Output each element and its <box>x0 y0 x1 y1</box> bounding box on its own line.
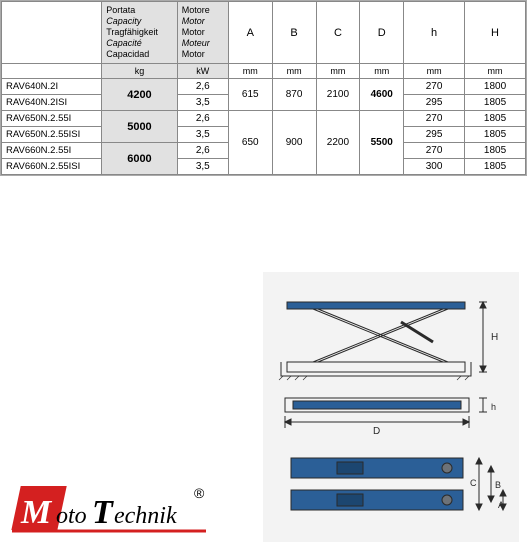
col-D: D <box>360 2 404 64</box>
col-H: H <box>465 2 526 64</box>
motor-5: 3,5 <box>177 159 228 175</box>
h-4: 270 <box>404 143 465 159</box>
unit-mm-C: mm <box>316 64 360 79</box>
B-5500: 900 <box>272 111 316 175</box>
logo-icon: M oto T echnik ® <box>6 480 218 538</box>
dim-h-label: h <box>491 402 496 412</box>
motor-2: 2,6 <box>177 111 228 127</box>
hdr-mot-0: Motore <box>182 5 210 15</box>
motor-0: 2,6 <box>177 79 228 95</box>
spec-table-container: Portata Capacity Tragfähigkeit Capacité … <box>0 0 527 176</box>
H-2: 1805 <box>465 111 526 127</box>
col-A: A <box>228 2 272 64</box>
lift-diagram-icon: H D h <box>273 284 509 530</box>
unit-mm-A: mm <box>228 64 272 79</box>
spec-table: Portata Capacity Tragfähigkeit Capacité … <box>1 1 526 175</box>
model-0: RAV640N.2I <box>2 79 102 95</box>
motor-1: 3,5 <box>177 95 228 111</box>
cap-5000: 5000 <box>102 111 178 143</box>
hdr-mot-3: Moteur <box>182 38 210 48</box>
H-4: 1805 <box>465 143 526 159</box>
cap-6000: 6000 <box>102 143 178 175</box>
logo-echnik: echnik <box>114 503 177 529</box>
cap-4200: 4200 <box>102 79 178 111</box>
mototechnik-logo: M oto T echnik ® <box>6 480 218 538</box>
col-C: C <box>316 2 360 64</box>
model-4: RAV660N.2.55I <box>2 143 102 159</box>
units-row: kg kW mm mm mm mm mm mm <box>2 64 526 79</box>
hdr-portata-2: Tragfähigkeit <box>106 27 158 37</box>
col-h: h <box>404 2 465 64</box>
motor-4: 2,6 <box>177 143 228 159</box>
H-1: 1805 <box>465 95 526 111</box>
C-5500: 2200 <box>316 111 360 175</box>
A-5500: 650 <box>228 111 272 175</box>
table-row: RAV640N.2I 4200 2,6 615 870 2100 4600 27… <box>2 79 526 95</box>
unit-blank <box>2 64 102 79</box>
col-motor-header: Motore Motor Motor Moteur Motor <box>177 2 228 64</box>
h-3: 295 <box>404 127 465 143</box>
dim-C-label: C <box>470 478 477 488</box>
A-4200: 615 <box>228 79 272 111</box>
unit-kw: kW <box>177 64 228 79</box>
H-0: 1800 <box>465 79 526 95</box>
C-4200: 2100 <box>316 79 360 111</box>
hdr-mot-1: Motor <box>182 16 205 26</box>
D-5500: 5500 <box>360 111 404 175</box>
dim-H-label: H <box>491 332 498 343</box>
model-5: RAV660N.2.55ISI <box>2 159 102 175</box>
diagram-panel: H D h <box>263 272 519 542</box>
model-1: RAV640N.2ISI <box>2 95 102 111</box>
logo-oto: oto <box>56 503 87 529</box>
h-5: 300 <box>404 159 465 175</box>
hdr-portata-1: Capacity <box>106 16 141 26</box>
hdr-portata-3: Capacité <box>106 38 142 48</box>
H-5: 1805 <box>465 159 526 175</box>
hdr-mot-2: Motor <box>182 27 205 37</box>
motor-3: 3,5 <box>177 127 228 143</box>
dim-D-label: D <box>373 426 380 437</box>
model-2: RAV650N.2.55I <box>2 111 102 127</box>
h-0: 270 <box>404 79 465 95</box>
hdr-portata-0: Portata <box>106 5 135 15</box>
model-3: RAV650N.2.55ISI <box>2 127 102 143</box>
col-capacity-header: Portata Capacity Tragfähigkeit Capacité … <box>102 2 178 64</box>
unit-mm-H2: mm <box>465 64 526 79</box>
D-4200: 4600 <box>360 79 404 111</box>
hdr-portata-4: Capacidad <box>106 49 149 59</box>
table-row: RAV650N.2.55I 5000 2,6 650 900 2200 5500… <box>2 111 526 127</box>
unit-kg: kg <box>102 64 178 79</box>
H-3: 1805 <box>465 127 526 143</box>
logo-M: M <box>20 494 53 531</box>
B-4200: 870 <box>272 79 316 111</box>
dim-B-label: B <box>495 480 501 490</box>
hdr-mot-4: Motor <box>182 49 205 59</box>
unit-mm-h: mm <box>404 64 465 79</box>
unit-mm-D: mm <box>360 64 404 79</box>
logo-reg: ® <box>194 485 205 501</box>
h-2: 270 <box>404 111 465 127</box>
logo-T: T <box>92 494 114 531</box>
col-model <box>2 2 102 64</box>
dim-A-label: A <box>498 500 504 510</box>
h-1: 295 <box>404 95 465 111</box>
col-B: B <box>272 2 316 64</box>
unit-mm-B: mm <box>272 64 316 79</box>
